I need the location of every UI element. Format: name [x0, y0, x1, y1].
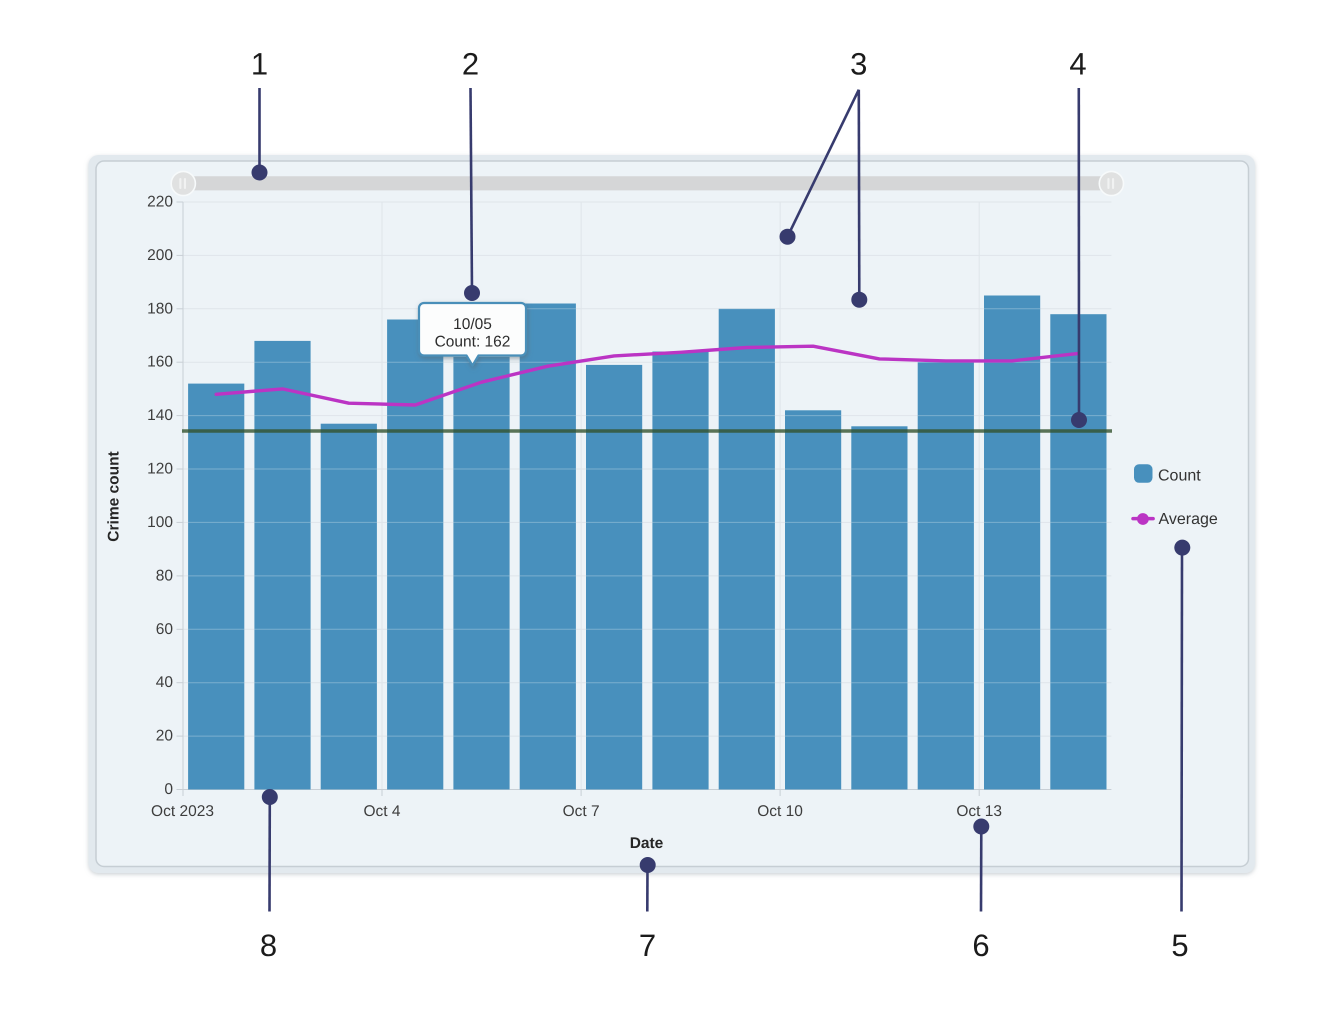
svg-text:0: 0	[164, 781, 173, 798]
svg-text:Count: 162: Count: 162	[435, 334, 511, 351]
svg-text:100: 100	[147, 514, 173, 531]
svg-text:2: 2	[462, 47, 479, 82]
svg-text:Crime count: Crime count	[106, 451, 123, 541]
svg-text:Oct 10: Oct 10	[757, 803, 803, 820]
svg-text:6: 6	[972, 928, 989, 963]
svg-text:1: 1	[251, 47, 268, 82]
svg-text:7: 7	[639, 928, 656, 963]
svg-text:20: 20	[156, 728, 174, 745]
svg-text:180: 180	[147, 300, 173, 317]
svg-text:Average: Average	[1159, 511, 1218, 528]
svg-text:4: 4	[1069, 47, 1086, 82]
svg-text:Date: Date	[630, 835, 664, 852]
svg-text:60: 60	[156, 621, 174, 638]
svg-text:10/05: 10/05	[453, 316, 492, 333]
svg-text:Oct 4: Oct 4	[363, 803, 400, 820]
svg-text:3: 3	[850, 47, 867, 82]
svg-text:160: 160	[147, 354, 173, 371]
svg-text:200: 200	[147, 247, 173, 264]
svg-text:40: 40	[156, 674, 174, 691]
svg-text:120: 120	[147, 461, 173, 478]
svg-text:220: 220	[147, 194, 173, 211]
svg-text:Oct 7: Oct 7	[563, 803, 600, 820]
svg-text:140: 140	[147, 407, 173, 424]
svg-text:80: 80	[156, 567, 174, 584]
svg-text:Count: Count	[1158, 468, 1201, 485]
svg-text:5: 5	[1171, 928, 1188, 963]
svg-text:Oct 13: Oct 13	[956, 803, 1002, 820]
svg-text:Oct 2023: Oct 2023	[151, 803, 214, 820]
svg-text:8: 8	[260, 928, 277, 963]
